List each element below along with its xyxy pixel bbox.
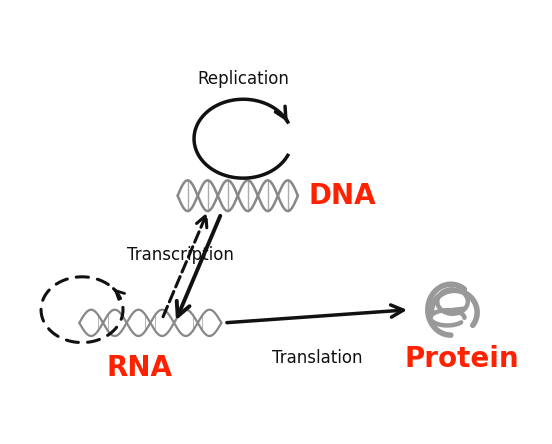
Text: DNA: DNA xyxy=(309,182,376,210)
Text: Protein: Protein xyxy=(405,345,519,373)
Text: RNA: RNA xyxy=(107,353,172,381)
Text: Translation: Translation xyxy=(272,349,362,367)
Text: Transcription: Transcription xyxy=(127,246,234,264)
Text: Replication: Replication xyxy=(197,70,289,88)
